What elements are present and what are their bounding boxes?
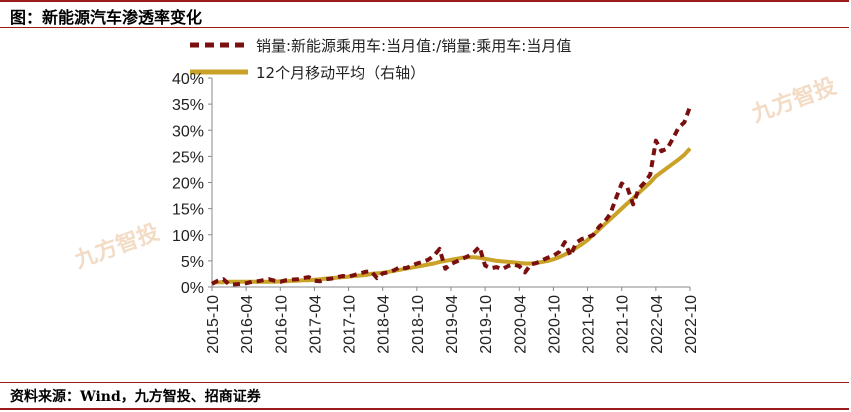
series-line-moving-average: [211, 106, 692, 287]
watermark-left: 九方智投: [70, 219, 163, 274]
legend-label-penetration: 销量:新能源乘用车:当月值:/销量:乘用车:当月值: [256, 37, 571, 55]
x-tick-label: 2019-04: [444, 295, 461, 354]
series-layer: [211, 106, 692, 287]
y-tick-label: 0%: [181, 280, 204, 297]
y-tick-label: 25%: [172, 149, 204, 166]
x-tick-label: 2017-04: [307, 295, 324, 354]
y-tick-label: 5%: [181, 254, 204, 271]
title-divider: [0, 27, 849, 28]
x-tick-label: 2020-10: [546, 295, 563, 354]
x-tick-label: 2018-10: [410, 295, 427, 354]
x-tick-label: 2019-10: [478, 295, 495, 354]
y-tick-label: 15%: [172, 202, 204, 219]
x-tick-label: 2021-10: [615, 295, 632, 354]
x-tick-label: 2018-04: [376, 295, 393, 354]
y-tick-label: 40%: [172, 71, 204, 88]
x-tick-label: 2021-04: [581, 295, 598, 354]
y-tick-label: 30%: [172, 123, 204, 140]
legend-label-moving-average: 12个月移动平均（右轴）: [256, 64, 425, 82]
watermark-right: 九方智投: [747, 73, 840, 128]
axes: 0% 5% 10% 15% 20% 25% 30% 35% 40% 2015-10 2016-04 2…: [172, 71, 700, 354]
y-tick-label: 20%: [172, 176, 204, 193]
x-tick-label: 2016-10: [273, 295, 290, 354]
series-line-penetration: [211, 147, 692, 285]
figure-title: 图：新能源汽车渗透率变化: [10, 8, 203, 27]
y-tick-label: 10%: [172, 228, 204, 245]
source-note: 资料来源：Wind，九方智投、招商证券: [10, 389, 261, 405]
y-tick-label: 35%: [172, 97, 204, 114]
x-tick-label: 2022-04: [649, 295, 666, 354]
x-tick-label: 2022-10: [683, 295, 700, 354]
x-tick-label: 2017-10: [342, 295, 359, 354]
x-tick-label: 2020-04: [512, 295, 529, 354]
source-divider: [0, 382, 849, 383]
legend: 销量:新能源乘用车:当月值:/销量:乘用车:当月值 12个月移动平均（右轴）: [190, 37, 571, 82]
x-tick-label: 2016-04: [239, 295, 256, 354]
x-tick-label: 2015-10: [205, 295, 222, 354]
